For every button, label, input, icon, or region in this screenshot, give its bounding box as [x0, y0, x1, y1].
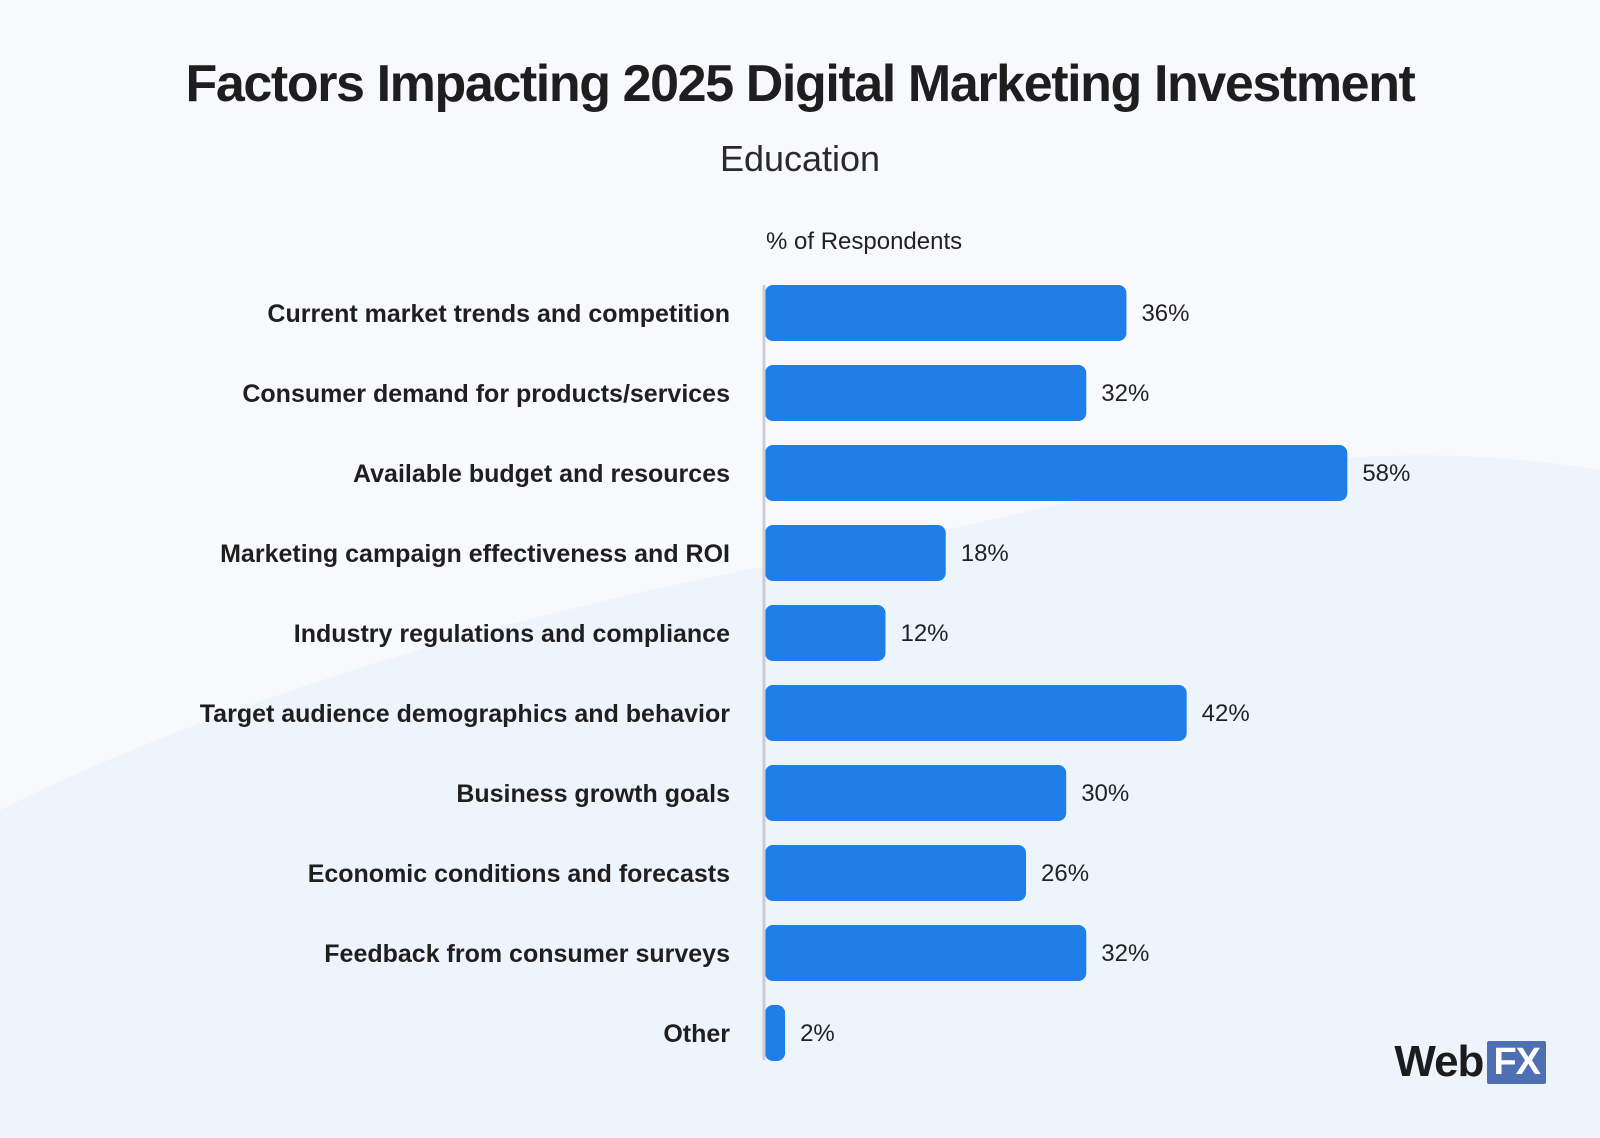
bar	[765, 925, 1087, 981]
value-label: 42%	[1202, 700, 1250, 727]
category-label: Economic conditions and forecasts	[308, 860, 730, 888]
category-label: Marketing campaign effectiveness and ROI	[220, 540, 730, 568]
value-label: 12%	[900, 620, 948, 647]
value-label: 58%	[1362, 460, 1410, 487]
bar	[765, 765, 1067, 821]
bar	[765, 285, 1127, 341]
chart-subtitle: Education	[719, 138, 881, 179]
value-label: 2%	[800, 1020, 835, 1047]
category-label: Business growth goals	[456, 780, 730, 808]
bar	[765, 605, 886, 661]
category-label: Industry regulations and compliance	[294, 620, 730, 648]
value-label: 32%	[1101, 940, 1149, 967]
bar	[765, 845, 1027, 901]
category-label: Other	[663, 1020, 730, 1048]
bar	[765, 1005, 786, 1061]
value-label: 36%	[1141, 300, 1189, 327]
category-label: Target audience demographics and behavio…	[200, 700, 730, 728]
bar	[765, 365, 1087, 421]
value-label: 18%	[961, 540, 1009, 567]
webfx-logo: Web FX	[1394, 1040, 1546, 1084]
category-label: Available budget and resources	[353, 460, 730, 488]
bars-group: Current market trends and competition 36%…	[200, 285, 1410, 1061]
category-label: Current market trends and competition	[267, 300, 730, 328]
value-label: 30%	[1081, 780, 1129, 807]
value-label: 26%	[1041, 860, 1089, 887]
logo-text: Web	[1394, 1037, 1484, 1086]
category-label: Feedback from consumer surveys	[324, 940, 730, 968]
value-label: 32%	[1101, 380, 1149, 407]
chart-title: Factors Impacting 2025 Digital Marketing…	[185, 55, 1416, 113]
bar	[765, 445, 1348, 501]
bar	[765, 685, 1187, 741]
category-label: Consumer demand for products/services	[242, 380, 730, 408]
logo-box-text: FX	[1487, 1040, 1546, 1084]
axis-label: % of Respondents	[766, 228, 962, 255]
bar	[765, 525, 946, 581]
